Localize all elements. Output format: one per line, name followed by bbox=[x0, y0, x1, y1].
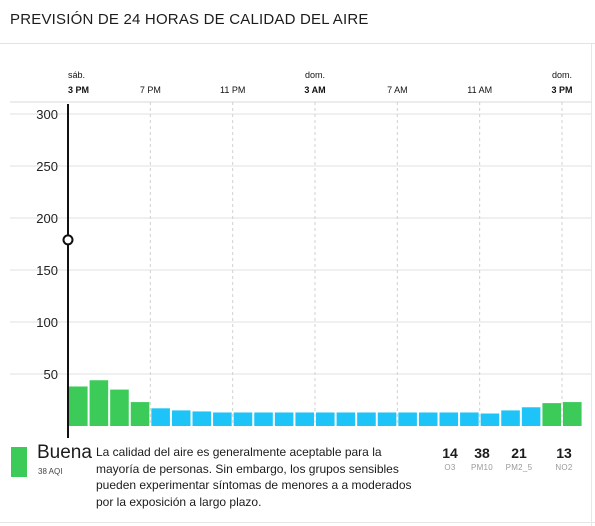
chart-labels: 50 100 150 200 250 300 sáb. 3 PM 7 PM 11 PM dom. 3 … bbox=[36, 70, 572, 382]
forecast-bar bbox=[377, 412, 397, 426]
y-tick-label: 200 bbox=[36, 211, 58, 226]
x-tick-hour-label: 11 AM bbox=[467, 85, 492, 95]
x-tick-hour-label: 7 PM bbox=[140, 85, 161, 95]
pollutant-value: 13 bbox=[556, 445, 572, 461]
chart-grid bbox=[10, 101, 591, 426]
chart-bars bbox=[69, 380, 582, 426]
forecast-bar bbox=[316, 412, 335, 426]
forecast-bar bbox=[398, 412, 417, 426]
x-tick-hour-label: 3 AM bbox=[304, 85, 325, 95]
panel-title: PREVISIÓN DE 24 HORAS DE CALIDAD DEL AIR… bbox=[10, 11, 369, 28]
pollutant-pm2-5: 21 PM2_5 bbox=[499, 445, 539, 472]
current-aqi-summary: Buena 38 AQI La calidad del aire es gene… bbox=[0, 440, 595, 522]
x-tick-hour-label: 3 PM bbox=[68, 85, 89, 95]
forecast-bar bbox=[439, 412, 459, 426]
forecast-bar bbox=[295, 412, 314, 426]
forecast-bar bbox=[563, 402, 582, 426]
aqi-category-swatch bbox=[11, 447, 27, 477]
pollutant-name: NO2 bbox=[555, 463, 573, 472]
forecast-bar bbox=[89, 380, 109, 426]
forecast-bar bbox=[480, 413, 500, 426]
panel-right-border bbox=[591, 44, 592, 526]
forecast-bar bbox=[521, 407, 541, 426]
pollutant-value: 38 bbox=[474, 445, 490, 461]
aqi-value-label: 38 AQI bbox=[38, 467, 63, 476]
y-tick-label: 250 bbox=[36, 159, 58, 174]
forecast-bar bbox=[418, 412, 438, 426]
pollutant-o3: 14 O3 bbox=[430, 445, 470, 472]
forecast-bar bbox=[151, 408, 170, 426]
forecast-bar bbox=[336, 412, 356, 426]
forecast-bar bbox=[192, 411, 212, 426]
x-tick-hour-label: 7 AM bbox=[387, 85, 408, 95]
y-tick-label: 300 bbox=[36, 107, 58, 122]
aqi-category-label: Buena bbox=[37, 442, 92, 463]
x-tick-hour-label: 11 PM bbox=[220, 85, 245, 95]
chart-axis bbox=[62, 104, 74, 438]
y-tick-label: 150 bbox=[36, 263, 58, 278]
pollutant-value: 14 bbox=[442, 445, 458, 461]
forecast-bar bbox=[110, 389, 129, 426]
x-tick-day-label: dom. bbox=[305, 70, 325, 80]
forecast-bar bbox=[213, 412, 232, 426]
x-tick-hour-label: 3 PM bbox=[551, 85, 572, 95]
panel-header: PREVISIÓN DE 24 HORAS DE CALIDAD DEL AIR… bbox=[0, 0, 595, 44]
panel-bottom-border bbox=[0, 522, 595, 523]
forecast-bar bbox=[69, 386, 88, 426]
pollutant-pm10: 38 PM10 bbox=[462, 445, 502, 472]
forecast-bar bbox=[233, 412, 253, 426]
forecast-bar bbox=[254, 412, 273, 426]
pollutant-value: 21 bbox=[511, 445, 527, 461]
y-tick-label: 100 bbox=[36, 315, 58, 330]
pollutant-no2: 13 NO2 bbox=[544, 445, 584, 472]
aqi-forecast-chart: 50 100 150 200 250 300 sáb. 3 PM 7 PM 11 PM dom. 3 … bbox=[10, 70, 591, 438]
forecast-bar bbox=[274, 412, 294, 426]
x-tick-day-label: sáb. bbox=[68, 70, 85, 80]
forecast-bar bbox=[357, 412, 376, 426]
forecast-bar bbox=[130, 402, 150, 426]
y-tick-label: 50 bbox=[44, 367, 58, 382]
forecast-bar bbox=[501, 410, 520, 426]
pollutant-name: PM2_5 bbox=[505, 463, 533, 472]
pollutant-name: O3 bbox=[444, 463, 456, 472]
pollutant-name: PM10 bbox=[470, 463, 494, 472]
current-value-marker bbox=[62, 234, 74, 246]
forecast-bar bbox=[171, 410, 191, 426]
aqi-description: La calidad del aire es generalmente acep… bbox=[96, 445, 412, 509]
forecast-bar bbox=[460, 412, 479, 426]
x-tick-day-label: dom. bbox=[552, 70, 572, 80]
forecast-bar bbox=[542, 403, 561, 426]
